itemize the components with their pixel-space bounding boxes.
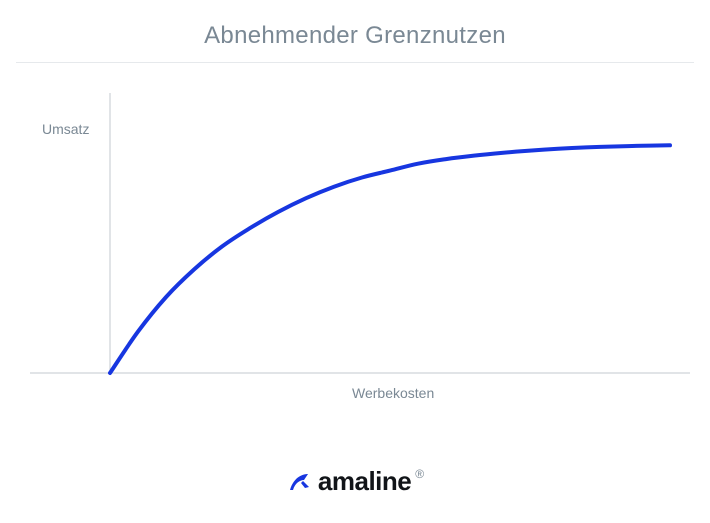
chart-title: Abnehmender Grenznutzen xyxy=(0,0,710,62)
chart-svg xyxy=(0,63,710,433)
x-axis-label: Werbekosten xyxy=(352,385,434,401)
y-axis-label: Umsatz xyxy=(42,121,89,137)
page-container: Abnehmender Grenznutzen Umsatz Werbekost… xyxy=(0,0,710,523)
curve-line xyxy=(110,145,670,373)
chart-area: Umsatz Werbekosten xyxy=(0,63,710,433)
registered-icon: ® xyxy=(415,467,424,481)
brand-logo: amaline ® xyxy=(0,466,710,497)
brand-text: amaline xyxy=(318,466,411,497)
brand-mark-icon xyxy=(284,468,312,496)
